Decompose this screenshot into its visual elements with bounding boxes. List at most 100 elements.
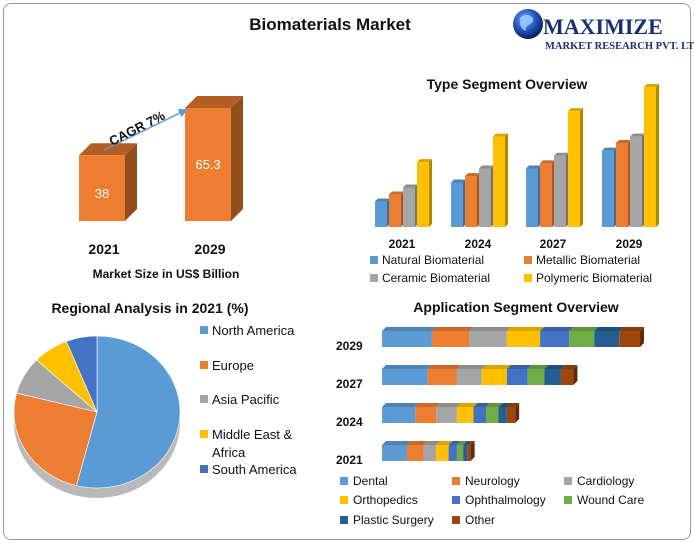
regional-legend-label: Middle East & Africa	[212, 427, 293, 460]
regional-chart-title: Regional Analysis in 2021 (%)	[51, 300, 248, 316]
market-bar	[79, 155, 125, 221]
app-year-label: 2021	[336, 453, 363, 467]
cagr-arrow	[103, 109, 188, 151]
app-bar-segment	[456, 407, 474, 423]
app-bar-top	[481, 365, 511, 369]
market-bar-top	[79, 143, 137, 156]
legend-swatch	[564, 496, 572, 504]
legend-swatch	[452, 477, 460, 485]
type-bar-top	[417, 159, 432, 163]
app-bar-segment	[382, 445, 407, 461]
type-segment-legend: Natural Biomaterial Metallic Biomaterial C…	[370, 253, 652, 285]
app-legend-label: Dental	[353, 474, 388, 488]
type-bar	[526, 168, 538, 227]
type-bar-side	[656, 84, 659, 227]
app-bar-top	[569, 327, 599, 331]
app-bar-top	[382, 327, 436, 331]
type-segment-chart: 2021 2024 2027 2029	[375, 84, 659, 251]
type-bar	[602, 150, 614, 227]
app-bar-top	[382, 403, 420, 407]
app-bar-top	[506, 403, 520, 407]
logo-subtitle: MARKET RESEARCH PVT. LTD.	[545, 41, 694, 52]
app-bar-top	[427, 365, 461, 369]
app-bar-top	[498, 403, 511, 407]
globe-continent-icon	[520, 14, 534, 31]
legend-swatch	[564, 477, 572, 485]
type-bar-top	[616, 140, 631, 143]
app-bar-top	[431, 327, 474, 331]
app-bar-segment	[415, 407, 437, 423]
app-bar-segment	[506, 369, 528, 385]
app-bar-top	[406, 441, 428, 445]
legend-swatch	[200, 326, 208, 334]
app-legend-label: Ophthalmology	[465, 493, 546, 507]
app-bar-top	[423, 441, 441, 445]
app-bar-top	[415, 403, 441, 407]
market-bar-side	[231, 96, 243, 221]
market-bar-side	[125, 143, 137, 221]
application-segment-chart: 2029 2027 2024 2021	[336, 327, 644, 467]
type-bar	[417, 162, 429, 227]
logo-name: MAXIMIZE	[543, 14, 663, 39]
legend-swatch	[200, 430, 208, 438]
app-bar-segment	[473, 407, 487, 423]
market-bar	[185, 108, 231, 221]
type-bar-top	[375, 198, 390, 202]
app-bar-segment	[469, 331, 507, 347]
app-bar-segment	[436, 407, 457, 423]
type-bar-top	[465, 173, 480, 177]
app-legend-label: Plastic Surgery	[353, 513, 434, 527]
app-bar-top	[382, 365, 432, 369]
app-bar-segment	[448, 445, 457, 461]
legend-swatch	[370, 256, 378, 264]
app-bar-segment	[619, 331, 640, 347]
app-bar-segment	[436, 445, 449, 461]
type-bar-top	[644, 84, 659, 87]
app-bar-segment	[456, 445, 464, 461]
legend-swatch	[200, 465, 208, 473]
regional-legend: North America Europe Asia Pacific Middle Ea…	[200, 323, 297, 477]
app-bar-top	[544, 365, 565, 369]
pie-slice	[13, 392, 98, 486]
type-bar-top	[403, 184, 418, 188]
regional-legend-label: Asia Pacific	[212, 392, 280, 407]
type-bar-top	[479, 165, 494, 169]
type-bar	[493, 136, 505, 227]
market-year-label: 2029	[194, 241, 225, 257]
app-bar-top	[463, 441, 472, 445]
app-legend-label: Orthopedics	[353, 493, 418, 507]
type-legend-label: Natural Biomaterial	[382, 253, 484, 267]
type-year-label: 2024	[465, 237, 492, 251]
pie-slice	[75, 335, 181, 489]
app-bar-segment	[506, 407, 516, 423]
type-bar-top	[493, 133, 508, 137]
type-bar-top	[630, 133, 645, 137]
regional-legend-label: Europe	[212, 358, 254, 373]
type-bar	[554, 155, 566, 227]
app-bar-segment	[382, 369, 428, 385]
app-bar-segment	[486, 407, 499, 423]
type-year-label: 2029	[616, 237, 643, 251]
app-year-label: 2024	[336, 415, 363, 429]
app-bar-top	[486, 403, 503, 407]
app-bar-segment	[506, 331, 541, 347]
app-bar-segment	[560, 369, 574, 385]
legend-swatch	[340, 516, 348, 524]
app-bar-top	[469, 327, 511, 331]
type-bar-top	[540, 160, 555, 164]
app-bar-segment	[456, 369, 482, 385]
app-bar-top	[473, 403, 491, 407]
app-bar-top	[456, 403, 478, 407]
legend-swatch	[452, 496, 460, 504]
type-bar-top	[451, 179, 466, 183]
application-segment-legend: Dental Neurology Cardiology Orthopedics Opht…	[340, 474, 644, 527]
pie-slice	[66, 335, 98, 413]
app-bar-segment	[467, 445, 471, 461]
legend-swatch	[200, 361, 208, 369]
type-bar-top	[526, 165, 541, 169]
type-bar	[389, 194, 401, 227]
page-title: Biomaterials Market	[249, 15, 411, 34]
legend-swatch	[524, 274, 532, 282]
app-legend-label: Neurology	[465, 474, 520, 488]
type-bar	[644, 87, 656, 227]
